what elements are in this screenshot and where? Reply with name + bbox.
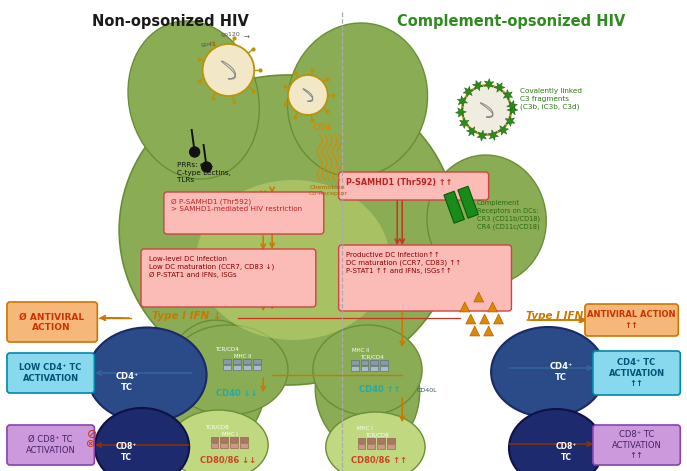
Text: Complement-opsonized HIV: Complement-opsonized HIV xyxy=(397,14,626,29)
Ellipse shape xyxy=(128,21,259,179)
FancyBboxPatch shape xyxy=(141,249,316,307)
Polygon shape xyxy=(458,96,467,106)
Ellipse shape xyxy=(169,410,268,471)
Bar xyxy=(223,365,232,370)
Bar xyxy=(221,443,228,448)
Text: CD8⁺
TC: CD8⁺ TC xyxy=(115,442,137,462)
Text: CD80/86 ↑↑: CD80/86 ↑↑ xyxy=(351,455,407,464)
Circle shape xyxy=(462,85,511,135)
Ellipse shape xyxy=(161,320,266,450)
Bar xyxy=(221,437,228,442)
Polygon shape xyxy=(503,89,513,101)
Bar xyxy=(370,366,379,371)
Text: CD40 ↓↓: CD40 ↓↓ xyxy=(216,389,257,398)
Ellipse shape xyxy=(315,327,420,453)
Bar xyxy=(381,360,388,365)
Ellipse shape xyxy=(95,408,189,471)
FancyBboxPatch shape xyxy=(593,351,680,395)
Bar xyxy=(387,438,395,443)
FancyBboxPatch shape xyxy=(339,245,511,311)
FancyBboxPatch shape xyxy=(7,302,98,342)
Polygon shape xyxy=(460,302,470,312)
Bar xyxy=(357,438,365,443)
Text: Ø P-SAMHD1 (Thr592)
> SAMHD1-mediated HIV restriction: Ø P-SAMHD1 (Thr592) > SAMHD1-mediated HI… xyxy=(171,198,302,212)
Ellipse shape xyxy=(326,412,425,471)
Text: Non-opsonized HIV: Non-opsonized HIV xyxy=(92,14,249,29)
Text: LOW CD4⁺ TC
ACTIVATION: LOW CD4⁺ TC ACTIVATION xyxy=(19,363,82,383)
Bar xyxy=(370,360,379,365)
Ellipse shape xyxy=(427,155,546,285)
Bar xyxy=(210,443,218,448)
Bar xyxy=(350,366,359,371)
Polygon shape xyxy=(498,125,508,135)
Polygon shape xyxy=(505,115,515,127)
Text: →: → xyxy=(243,35,249,41)
Polygon shape xyxy=(474,292,484,302)
Polygon shape xyxy=(470,326,480,336)
Text: ⊘: ⊘ xyxy=(87,428,98,441)
FancyBboxPatch shape xyxy=(339,172,488,200)
Text: Type I IFN ↓: Type I IFN ↓ xyxy=(152,311,221,321)
Polygon shape xyxy=(484,326,493,336)
Text: Low-level DC Infection
Low DC maturation (CCR7, CD83 ↓)
Ø P-STAT1 and IFNs, ISGs: Low-level DC Infection Low DC maturation… xyxy=(149,256,274,278)
Text: CD8⁺ TC
ACTIVATION
↑↑: CD8⁺ TC ACTIVATION ↑↑ xyxy=(611,430,662,460)
Text: Ø ANTIVIRAL
ACTION: Ø ANTIVIRAL ACTION xyxy=(19,312,85,332)
Bar xyxy=(254,359,261,364)
Bar xyxy=(444,191,464,223)
Text: P-SAMHD1 (Thr592) ↑↑: P-SAMHD1 (Thr592) ↑↑ xyxy=(346,178,452,187)
Text: MHC I: MHC I xyxy=(357,425,372,430)
Polygon shape xyxy=(507,100,517,111)
Polygon shape xyxy=(488,302,497,312)
Bar xyxy=(361,360,368,365)
Text: TCR/CD8: TCR/CD8 xyxy=(365,432,390,438)
FancyBboxPatch shape xyxy=(593,425,680,465)
Text: Chemokine
Co-Receptor: Chemokine Co-Receptor xyxy=(308,185,347,196)
Bar xyxy=(377,438,385,443)
Text: CD40L: CD40L xyxy=(417,388,438,392)
Text: TCR/CD8: TCR/CD8 xyxy=(205,424,228,430)
Ellipse shape xyxy=(119,75,457,385)
Text: CD8⁺
TC: CD8⁺ TC xyxy=(555,442,577,462)
Bar xyxy=(350,360,359,365)
Text: TCR/CD4: TCR/CD4 xyxy=(361,355,384,359)
Text: MHC I: MHC I xyxy=(223,431,238,437)
Text: ANTIVIRAL ACTION
↑↑: ANTIVIRAL ACTION ↑↑ xyxy=(587,310,676,330)
Text: PRRs: e.g.
C-type Lectins,
TLRs: PRRs: e.g. C-type Lectins, TLRs xyxy=(177,162,231,183)
Text: CD40 ↑↑: CD40 ↑↑ xyxy=(359,385,401,395)
Polygon shape xyxy=(463,86,473,97)
Bar xyxy=(223,359,232,364)
Text: Productive DC Infection↑↑
DC maturation (CCR7, CD83) ↑↑
P-STAT1 ↑↑ and IFNs, ISG: Productive DC Infection↑↑ DC maturation … xyxy=(346,252,461,274)
Ellipse shape xyxy=(87,327,207,422)
Polygon shape xyxy=(507,105,518,115)
Polygon shape xyxy=(480,314,490,324)
Bar xyxy=(458,186,478,218)
Bar xyxy=(254,365,261,370)
Circle shape xyxy=(203,44,254,96)
Bar xyxy=(234,359,241,364)
Text: CD4: CD4 xyxy=(313,123,332,132)
Bar xyxy=(357,444,365,449)
Bar xyxy=(387,444,395,449)
Text: CD4⁺ TC
ACTIVATION
↑↑: CD4⁺ TC ACTIVATION ↑↑ xyxy=(609,358,664,388)
Polygon shape xyxy=(484,79,494,89)
Circle shape xyxy=(201,162,212,172)
FancyBboxPatch shape xyxy=(7,353,94,393)
Text: Type I IFN: Type I IFN xyxy=(526,311,583,321)
Bar xyxy=(210,437,218,442)
Polygon shape xyxy=(488,130,499,140)
Bar xyxy=(234,365,241,370)
Text: gp120: gp120 xyxy=(221,32,240,37)
Ellipse shape xyxy=(491,327,605,417)
Bar xyxy=(381,366,388,371)
Bar xyxy=(368,438,375,443)
Text: gp41: gp41 xyxy=(201,42,216,47)
Polygon shape xyxy=(455,107,466,117)
Bar xyxy=(230,437,238,442)
Ellipse shape xyxy=(196,180,390,340)
Text: CD4⁺
TC: CD4⁺ TC xyxy=(115,372,139,392)
Text: Covalently linked
C3 fragments
(C3b, iC3b, C3d): Covalently linked C3 fragments (C3b, iC3… xyxy=(520,88,583,109)
Text: CD4⁺
TC: CD4⁺ TC xyxy=(550,362,573,382)
Polygon shape xyxy=(493,314,504,324)
Bar xyxy=(230,443,238,448)
Polygon shape xyxy=(466,126,477,136)
